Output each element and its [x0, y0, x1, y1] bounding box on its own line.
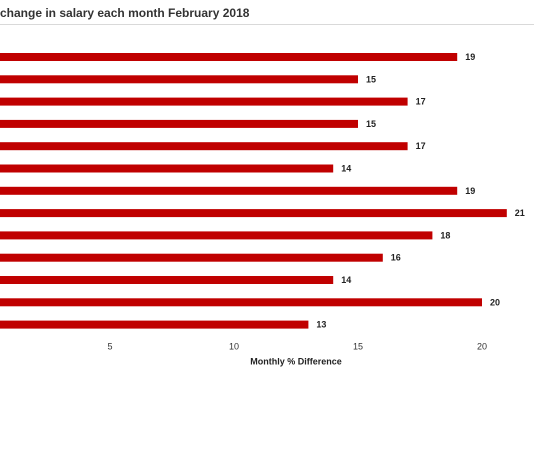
x-tick-label: 15	[353, 342, 363, 352]
bar-3	[0, 97, 408, 106]
bar-value-label: 19	[465, 52, 475, 62]
bar-10	[0, 253, 383, 262]
bar-12	[0, 298, 482, 307]
bar-2	[0, 75, 358, 84]
x-axis-ticks: 5 10 15 20	[107, 342, 487, 352]
bar-value-label: 20	[490, 297, 500, 307]
bar-value-label: 15	[366, 119, 376, 129]
title-divider	[0, 24, 534, 25]
bar-6	[0, 164, 334, 173]
bar-9	[0, 231, 433, 240]
bar-value-label: 17	[416, 141, 426, 151]
bar-value-label: 14	[341, 164, 351, 174]
bar-value-label: 13	[316, 320, 326, 330]
bar-4	[0, 119, 358, 128]
bar-value-label: 17	[416, 97, 426, 107]
bars-group	[0, 53, 507, 329]
bar-value-label: 16	[391, 253, 401, 263]
chart-title: change in salary each month February 201…	[0, 6, 250, 20]
bar-5	[0, 142, 408, 151]
bar-value-label: 15	[366, 74, 376, 84]
bar-7	[0, 186, 458, 195]
bar-13	[0, 320, 309, 329]
x-tick-label: 5	[107, 342, 112, 352]
bar-8	[0, 209, 507, 218]
value-labels-group: 19 15 17 15 17 14 19 21 18 16 14 20 13	[316, 52, 524, 330]
bar-value-label: 18	[440, 230, 450, 240]
x-tick-label: 20	[477, 342, 487, 352]
bar-value-label: 19	[465, 186, 475, 196]
x-tick-label: 10	[229, 342, 239, 352]
bar-value-label: 14	[341, 275, 351, 285]
bar-11	[0, 276, 334, 284]
bar-value-label: 21	[515, 208, 525, 218]
x-axis-label: Monthly % Difference	[250, 357, 342, 367]
bar-1	[0, 53, 458, 61]
